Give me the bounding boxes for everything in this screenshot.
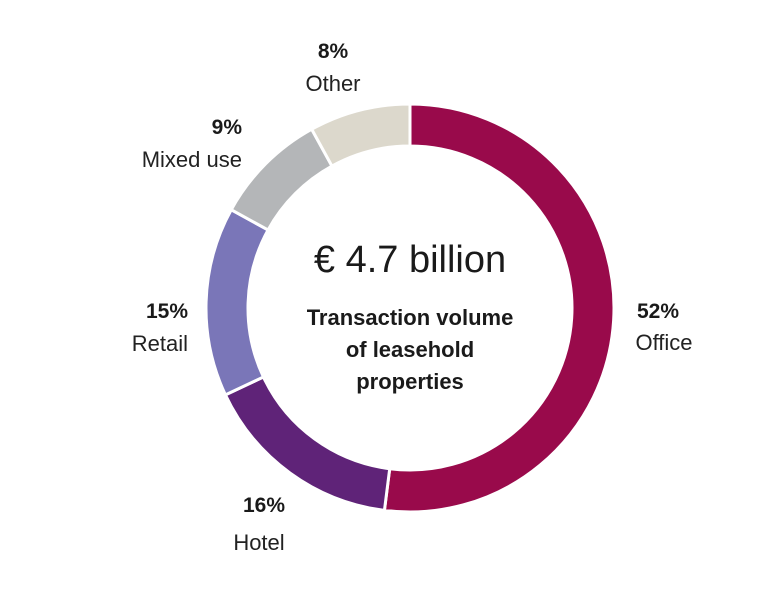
category-label-hotel: Hotel (233, 530, 284, 555)
category-label-office: Office (635, 330, 692, 355)
total-volume: € 4.7 billion (314, 239, 506, 281)
slice-hotel (223, 374, 392, 513)
donut-slices (204, 102, 616, 514)
percent-label-retail: 15% (146, 300, 188, 323)
percent-label-other: 8% (318, 40, 349, 63)
center-caption-line-1: Transaction volume (307, 305, 514, 330)
center-caption-line-3: properties (356, 369, 464, 394)
slice-other (309, 102, 412, 169)
slice-mixed-use (229, 127, 334, 232)
category-label-mixed-use: Mixed use (142, 147, 242, 172)
category-label-other: Other (305, 71, 360, 96)
slice-retail (204, 207, 271, 397)
percent-label-hotel: 16% (243, 494, 285, 517)
center-caption-line-2: of leasehold (346, 337, 474, 362)
slice-labels: 52% Office 16% Hotel 15% Retail 9% Mixed use 8% O… (132, 40, 693, 555)
slice-office (382, 102, 616, 514)
percent-label-office: 52% (637, 300, 679, 323)
category-label-retail: Retail (132, 331, 188, 356)
percent-label-mixed-use: 9% (212, 116, 243, 139)
donut-center: € 4.7 billion Transaction volume of leas… (307, 239, 514, 394)
